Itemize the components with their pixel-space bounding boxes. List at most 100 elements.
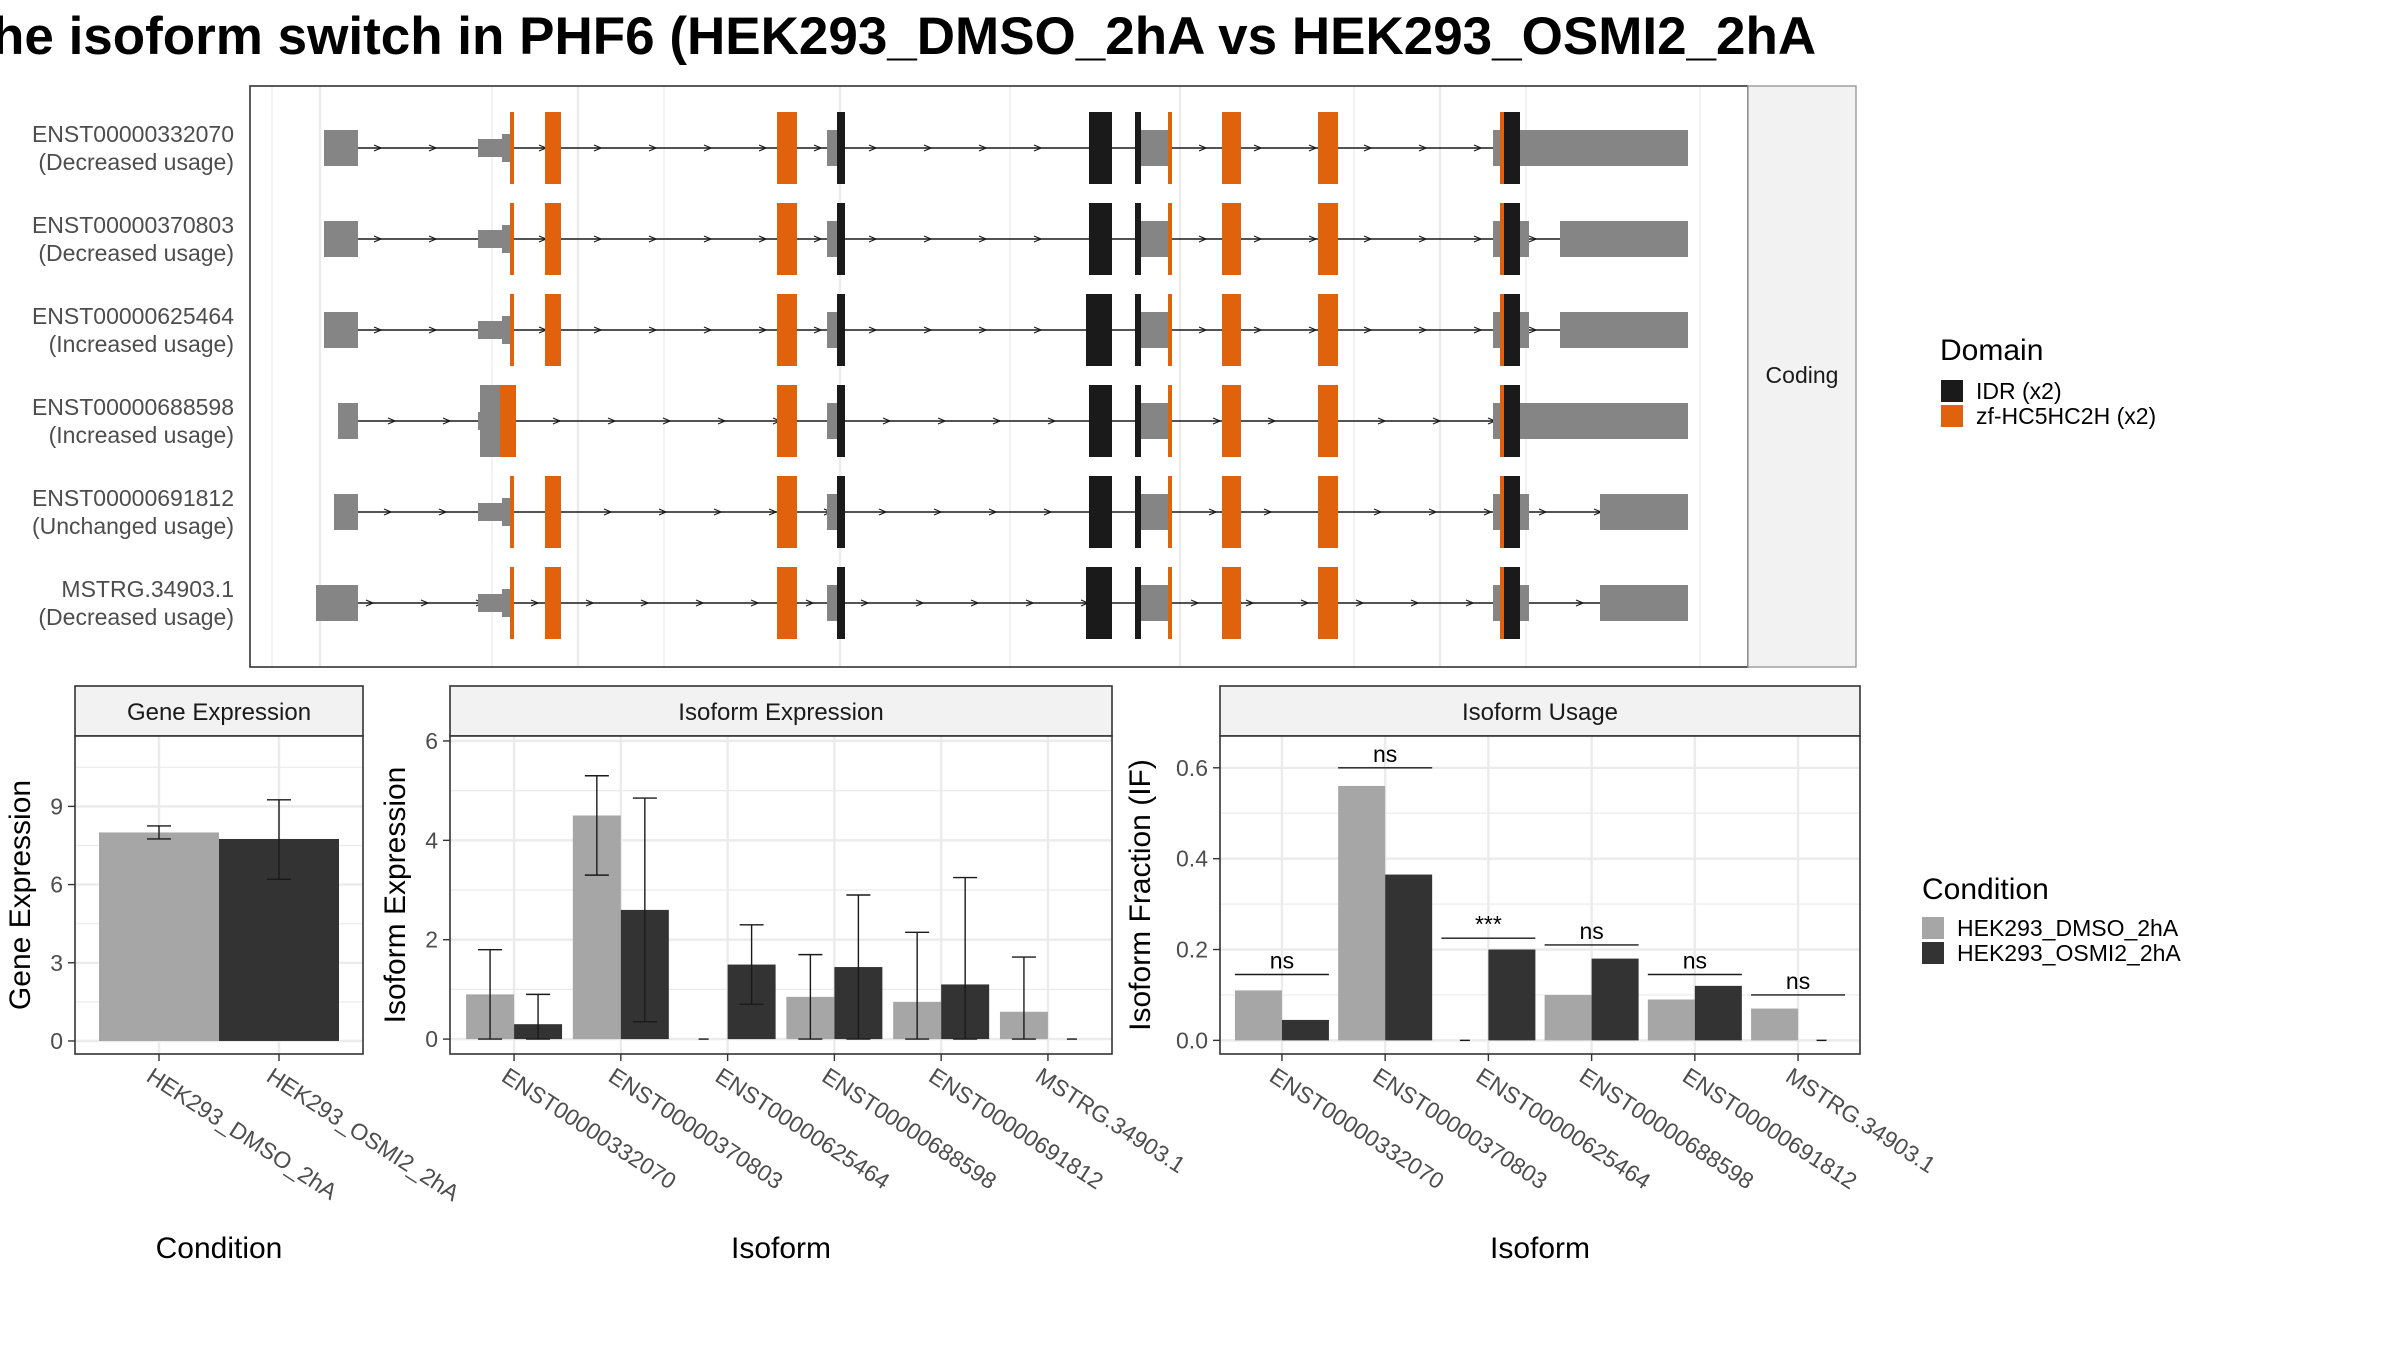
y-tick-label: 4	[425, 827, 438, 853]
strand-arrow	[923, 326, 933, 334]
strand-arrow	[882, 417, 892, 425]
bar	[1385, 874, 1433, 1041]
zf-domain-exon	[1222, 476, 1241, 548]
exon	[1560, 221, 1688, 257]
strand-arrow	[1432, 417, 1442, 425]
transcript-usage-label: (Increased usage)	[49, 422, 234, 448]
strand-arrow	[860, 599, 870, 607]
idr-domain-exon	[1135, 203, 1141, 275]
zf-domain-exon	[510, 112, 514, 184]
exon	[1525, 130, 1528, 166]
idr-domain-exon	[1086, 567, 1112, 639]
exon	[478, 594, 502, 612]
strand-arrow	[662, 417, 672, 425]
exon	[502, 589, 510, 617]
strand-arrow	[420, 599, 430, 607]
strand-arrow	[1575, 599, 1585, 607]
zf-domain-exon	[1318, 112, 1338, 184]
idr-domain-exon	[1135, 476, 1141, 548]
strand-arrow	[607, 417, 617, 425]
exon	[1493, 221, 1500, 257]
zf-domain-exon	[1318, 476, 1338, 548]
strand-arrow	[1528, 235, 1538, 243]
zf-domain-exon	[545, 203, 561, 275]
strand-arrow	[648, 235, 658, 243]
y-tick-label: 6	[425, 728, 438, 754]
strand-arrow	[373, 144, 383, 152]
strand-arrow	[758, 144, 768, 152]
condition-legend-title: Condition	[1922, 873, 2049, 906]
figure-title: he isoform switch in PHF6 (HEK293_DMSO_2…	[0, 7, 1816, 66]
exon	[1141, 221, 1150, 257]
strand-arrow	[1355, 599, 1365, 607]
strand-arrow	[1033, 326, 1043, 334]
strand-arrow	[603, 508, 613, 516]
y-tick-label: 0	[425, 1026, 438, 1052]
strand-arrow	[428, 235, 438, 243]
exon	[1600, 494, 1688, 530]
strand-arrow	[442, 417, 452, 425]
exon	[1525, 221, 1529, 257]
zf-domain-exon	[1222, 385, 1241, 457]
y-tick-label: 3	[50, 950, 63, 976]
strand-arrow	[530, 599, 540, 607]
strand-arrow	[1363, 144, 1373, 152]
exon	[1150, 130, 1168, 166]
idr-domain-exon	[1504, 112, 1520, 184]
x-tick-label: ENST00000691812	[1678, 1062, 1862, 1194]
exon	[502, 498, 510, 526]
idr-domain-exon	[1135, 567, 1141, 639]
plot-border	[1219, 735, 1861, 1055]
strand-arrow	[1363, 235, 1373, 243]
strand-arrow	[713, 508, 723, 516]
strand-arrow	[1198, 326, 1208, 334]
y-tick-label: 6	[50, 872, 63, 898]
significance-label: ns	[1373, 741, 1397, 767]
transcript-id-label: ENST00000688598	[32, 394, 234, 420]
zf-domain-exon	[1318, 203, 1338, 275]
coding-strip-label: Coding	[1766, 362, 1839, 388]
zf-domain-exon	[1168, 567, 1172, 639]
exon	[324, 312, 358, 348]
domain-legend-swatch	[1941, 405, 1963, 427]
idr-domain-exon	[837, 112, 845, 184]
strand-arrow	[1043, 508, 1053, 516]
facet-strip	[1219, 685, 1861, 737]
exon	[1520, 585, 1525, 621]
strand-arrow	[1198, 144, 1208, 152]
strand-arrow	[1428, 508, 1438, 516]
exon	[1493, 494, 1500, 530]
significance-label: ns	[1270, 948, 1294, 974]
exon	[827, 130, 837, 166]
exon	[1141, 494, 1150, 530]
strand-arrow	[1418, 326, 1428, 334]
strand-arrow	[1253, 326, 1263, 334]
strand-arrow	[1473, 326, 1483, 334]
bar	[1694, 985, 1742, 1041]
exon	[1525, 585, 1529, 621]
strand-arrow	[428, 326, 438, 334]
bar	[1544, 994, 1592, 1041]
x-tick-label: HEK293_OSMI2_2hA	[262, 1062, 464, 1206]
x-tick-label: ENST00000625464	[1472, 1062, 1656, 1194]
zf-domain-exon	[1168, 476, 1172, 548]
exon	[1520, 130, 1525, 166]
strand-arrow	[593, 235, 603, 243]
y-tick-label: 0.6	[1176, 755, 1208, 781]
zf-domain-exon	[545, 112, 561, 184]
y-axis-title: Isoform Expression	[379, 767, 412, 1024]
strand-arrow	[703, 326, 713, 334]
exon	[502, 225, 510, 253]
zf-domain-exon	[510, 476, 514, 548]
strand-arrow	[1033, 235, 1043, 243]
condition-legend-label: HEK293_OSMI2_2hA	[1957, 940, 2181, 966]
exon	[1560, 312, 1688, 348]
plot-background	[450, 736, 1112, 1054]
exon	[334, 494, 358, 530]
strand-arrow	[970, 599, 980, 607]
exon	[1525, 494, 1529, 530]
zf-domain-exon	[1500, 476, 1504, 548]
strand-arrow	[1308, 144, 1318, 152]
zf-domain-exon	[1318, 385, 1338, 457]
